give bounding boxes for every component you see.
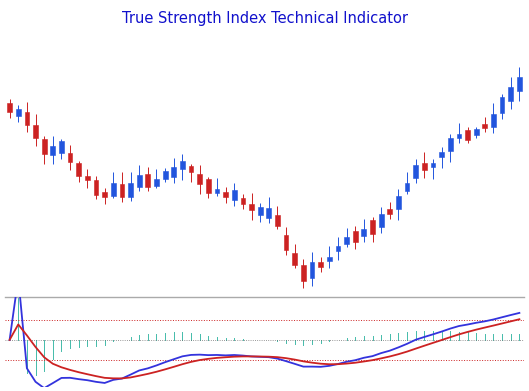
Bar — [465, 130, 470, 140]
Bar — [258, 207, 262, 215]
Bar — [327, 256, 332, 261]
Bar — [111, 183, 116, 196]
Bar — [145, 174, 150, 187]
Bar — [309, 262, 314, 278]
Bar — [94, 180, 98, 195]
Bar — [16, 109, 21, 116]
Bar — [59, 142, 64, 153]
Bar — [491, 114, 496, 127]
Bar — [344, 237, 349, 244]
Bar — [102, 192, 107, 197]
Bar — [413, 165, 418, 178]
Bar — [405, 183, 409, 191]
Bar — [76, 163, 81, 176]
Bar — [180, 161, 185, 169]
Bar — [396, 197, 401, 209]
Bar — [206, 179, 211, 193]
Bar — [387, 210, 392, 213]
Bar — [197, 174, 202, 184]
Bar — [353, 231, 358, 242]
Bar — [361, 229, 366, 235]
Bar — [318, 262, 323, 267]
Bar — [335, 246, 340, 251]
Bar — [422, 163, 427, 170]
Bar — [474, 129, 479, 135]
Bar — [241, 198, 245, 204]
Bar — [120, 184, 124, 197]
Bar — [284, 235, 288, 250]
Bar — [171, 167, 176, 176]
Bar — [448, 138, 453, 151]
Bar — [154, 179, 159, 185]
Bar — [500, 97, 505, 113]
Bar — [189, 166, 194, 172]
Bar — [275, 215, 280, 226]
Bar — [50, 146, 55, 155]
Bar — [68, 153, 72, 161]
Bar — [85, 176, 90, 180]
Bar — [431, 163, 435, 167]
Bar — [215, 188, 220, 194]
Bar — [482, 124, 487, 128]
Bar — [249, 204, 254, 210]
Bar — [232, 190, 236, 200]
Bar — [508, 87, 513, 101]
Bar — [379, 214, 384, 227]
Bar — [163, 171, 168, 179]
Bar — [293, 253, 297, 265]
Bar — [223, 192, 228, 197]
Bar — [137, 175, 142, 187]
Bar — [128, 183, 133, 197]
Bar — [7, 103, 12, 112]
Bar — [517, 77, 522, 91]
Bar — [42, 138, 47, 154]
Bar — [33, 125, 38, 138]
Title: True Strength Index Technical Indicator: True Strength Index Technical Indicator — [122, 11, 407, 26]
Bar — [457, 134, 461, 138]
Bar — [370, 220, 375, 234]
Bar — [267, 208, 271, 217]
Bar — [301, 265, 306, 281]
Bar — [439, 152, 444, 157]
Bar — [24, 112, 29, 125]
